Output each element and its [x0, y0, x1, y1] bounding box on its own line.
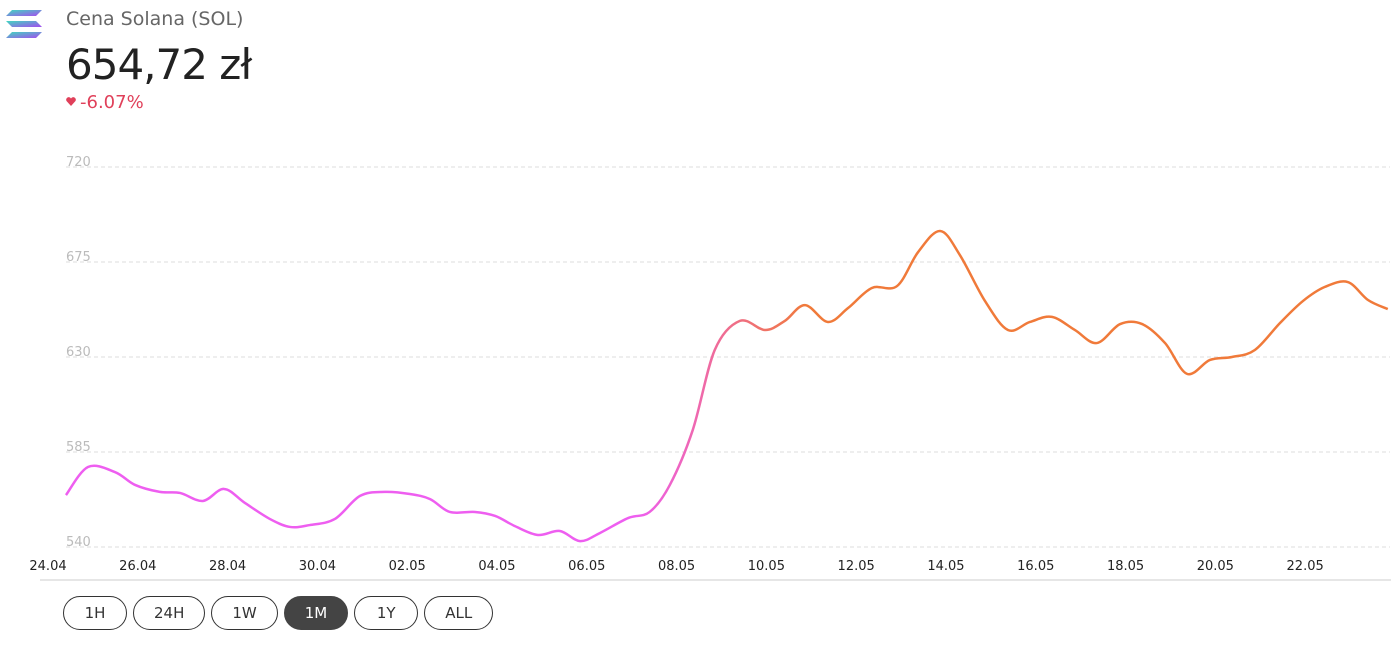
x-tick-label: 12.05	[838, 559, 875, 574]
price-change: -6.07%	[66, 92, 144, 113]
price-line	[64, 229, 1389, 543]
x-tick-label: 06.05	[568, 559, 605, 574]
heart-icon	[66, 97, 76, 106]
y-tick-label: 540	[66, 535, 91, 550]
range-button[interactable]: 1Y	[354, 596, 419, 630]
change-value: -6.07%	[80, 92, 144, 113]
x-tick-label: 28.04	[209, 559, 246, 574]
chart: 540 585 630 675 720 24.04 26.04 28.04 30.04 02.05…	[29, 155, 1391, 581]
x-tick-label: 08.05	[658, 559, 695, 574]
x-tick-label: 16.05	[1017, 559, 1054, 574]
price: 654,72 zł	[66, 40, 252, 89]
x-tick-label: 24.04	[29, 559, 66, 574]
y-tick-label: 675	[66, 250, 91, 265]
x-tick-label: 02.05	[389, 559, 426, 574]
x-tick-label: 10.05	[748, 559, 785, 574]
x-tick-label: 18.05	[1107, 559, 1144, 574]
x-tick-label: 20.05	[1197, 559, 1234, 574]
y-tick-label: 630	[66, 345, 91, 360]
y-tick-label: 585	[66, 440, 91, 455]
range-button[interactable]: 1W	[211, 596, 278, 630]
solana-logo	[6, 10, 42, 38]
x-tick-label: 14.05	[927, 559, 964, 574]
x-tick-label: 30.04	[299, 559, 336, 574]
x-tick-label: 04.05	[478, 559, 515, 574]
x-tick-label: 22.05	[1287, 559, 1324, 574]
title: Cena Solana (SOL)	[66, 8, 244, 30]
range-button[interactable]: 1M	[283, 596, 349, 630]
x-tick-label: 26.04	[119, 559, 156, 574]
range-button[interactable]: 1H	[63, 596, 127, 630]
range-buttons: 1H 24H 1W 1M 1Y ALL	[63, 596, 494, 630]
range-button[interactable]: 24H	[133, 596, 206, 630]
y-tick-label: 720	[66, 155, 91, 170]
range-button[interactable]: ALL	[424, 596, 494, 630]
